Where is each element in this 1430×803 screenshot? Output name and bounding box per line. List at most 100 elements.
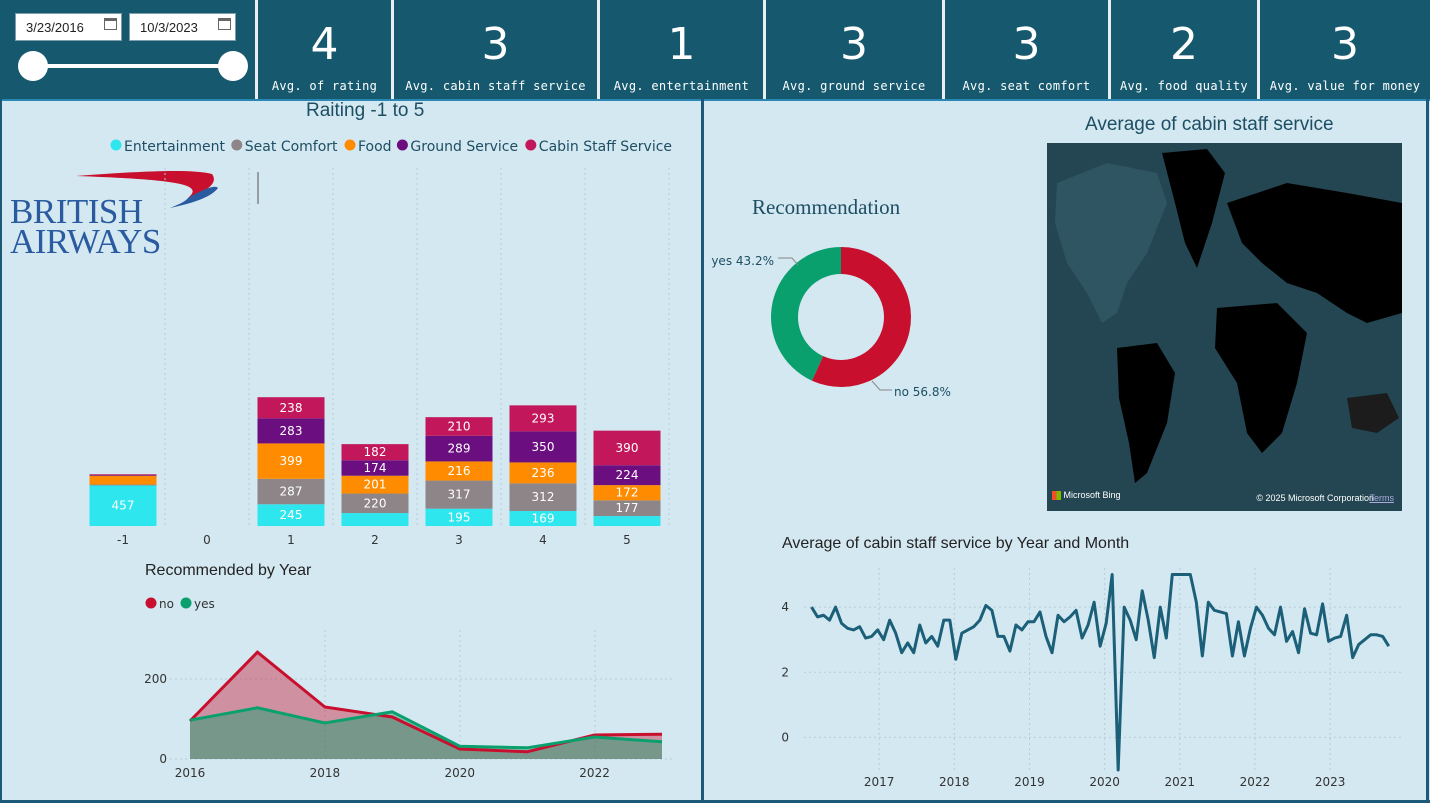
legend-marker [145,597,157,609]
legend-label: Food [358,139,392,155]
bar-segment [509,405,577,432]
start-date-input[interactable]: 3/23/2016 [15,13,122,41]
map-copyright: © 2025 Microsoft Corporation [1256,493,1374,503]
bar-segment [425,508,493,526]
bar-data-label: 172 [616,486,639,500]
bar-data-label: 312 [532,490,555,504]
leader-line [871,380,892,391]
bar-data-label: 350 [532,440,555,454]
x-tick-label: 2021 [1165,775,1196,789]
bar-data-label: 293 [532,411,555,425]
x-tick-label: 2020 [1089,775,1120,789]
kpi-avg-ground-service: 3 Avg. ground service [763,0,942,99]
kpi-label: Avg. of rating [271,79,378,93]
bar-segment [425,480,493,509]
x-tick-label: 2022 [1240,775,1271,789]
kpi-value: 4 [310,19,339,70]
right-panel-border [1426,99,1429,803]
donut-slice-yes [771,247,841,381]
bar-segment [89,485,157,526]
bar-data-label: 289 [448,442,471,456]
legend-marker [180,597,192,609]
bottom-panel-border [0,800,1430,803]
bar-data-label: 245 [280,508,303,522]
y-tick-label: 4 [781,600,789,614]
panel-divider [701,99,704,803]
y-tick-label: 0 [159,752,167,766]
bar-data-label: 201 [364,478,387,492]
bar-data-label: 317 [448,488,471,502]
calendar-icon[interactable] [218,18,231,30]
kpi-label: Avg. seat comfort [962,79,1091,93]
y-tick-label: 0 [781,730,789,744]
recommended-by-year-chart[interactable]: no yes 0 200 2016 2018 2020 2022 [0,590,700,800]
legend-marker [525,139,537,151]
map-attribution-text: Microsoft Bing [1063,489,1121,500]
bar-segment [257,397,325,419]
x-tick-label: 2018 [310,766,341,780]
bar-segment [341,493,409,514]
x-tick-label: 2022 [579,766,610,780]
kpi-header-bar: 3/23/2016 10/3/2023 4 Avg. of rating 3 A… [0,0,1430,101]
x-tick-label: 2019 [1014,775,1045,789]
kpi-label: Avg. cabin staff service [405,79,586,93]
area-fill-no [190,652,662,759]
x-tick-label: 2023 [1315,775,1346,789]
calendar-icon[interactable] [104,18,117,30]
world-map[interactable]: Microsoft Bing © 2025 Microsoft Corporat… [1047,143,1402,511]
microsoft-logo-icon [1052,491,1061,500]
bar-segment [89,475,157,485]
kpi-label: Avg. value for money [1269,79,1421,93]
kpi-label: Avg. entertainment [613,79,750,93]
bar-segment [425,461,493,481]
kpi-avg-food-quality: 2 Avg. food quality [1108,0,1257,99]
x-tick-label: 2018 [939,775,970,789]
recommendation-title: Recommendation [752,195,901,219]
bar-data-label: 224 [616,468,639,482]
x-tick-label: 2020 [444,766,475,780]
bar-segment [341,460,409,476]
bar-data-label: 169 [532,512,555,526]
bar-segment [257,418,325,444]
bar-segment [509,483,577,512]
date-range-slider-track[interactable] [33,64,233,68]
x-tick-label: 2017 [864,775,895,789]
bar-segment [257,443,325,479]
x-tick-label: 5 [623,533,631,547]
bar-segment [593,516,661,526]
bar-data-label: 182 [364,445,387,459]
kpi-label: Avg. ground service [782,79,926,93]
rating-stacked-bar-chart[interactable]: Entertainment Seat Comfort Food Ground Serv… [0,128,700,558]
bar-segment [593,485,661,501]
x-tick-label: 2 [371,533,379,547]
slider-end-handle[interactable] [218,51,248,81]
bar-segment [341,444,409,461]
leader-line [778,257,799,266]
recommendation-donut-chart[interactable]: yes 43.2% no 56.8% [704,235,1044,415]
y-tick-label: 200 [144,672,167,686]
bar-data-label: 174 [364,461,387,475]
bar-segment [257,504,325,526]
donut-data-label: yes 43.2% [711,254,774,268]
x-tick-label: 4 [539,533,547,547]
bar-segment [257,478,325,505]
bar-segment [425,435,493,462]
kpi-value: 3 [840,19,868,70]
kpi-label: Avg. food quality [1120,79,1248,93]
x-tick-label: 0 [203,533,211,547]
x-tick-label: 1 [287,533,295,547]
bar-segment [509,462,577,484]
donut-slice-no [811,247,912,387]
map-terms-link[interactable]: Terms [1369,493,1395,503]
end-date-input[interactable]: 10/3/2023 [129,13,236,41]
bar-segment [509,511,577,526]
slider-start-handle[interactable] [18,51,48,81]
kpi-value: 3 [1012,19,1041,70]
series-line-yes [189,706,663,750]
kpi-avg-rating: 4 Avg. of rating [255,0,391,99]
cabin-staff-line-chart[interactable]: 0 2 4 2017 2018 2019 2020 2021 2022 2023 [704,558,1424,798]
series-line [810,573,1391,772]
bar-data-label: 195 [448,510,471,524]
bar-segment [89,474,157,475]
legend-label: Entertainment [124,139,226,155]
